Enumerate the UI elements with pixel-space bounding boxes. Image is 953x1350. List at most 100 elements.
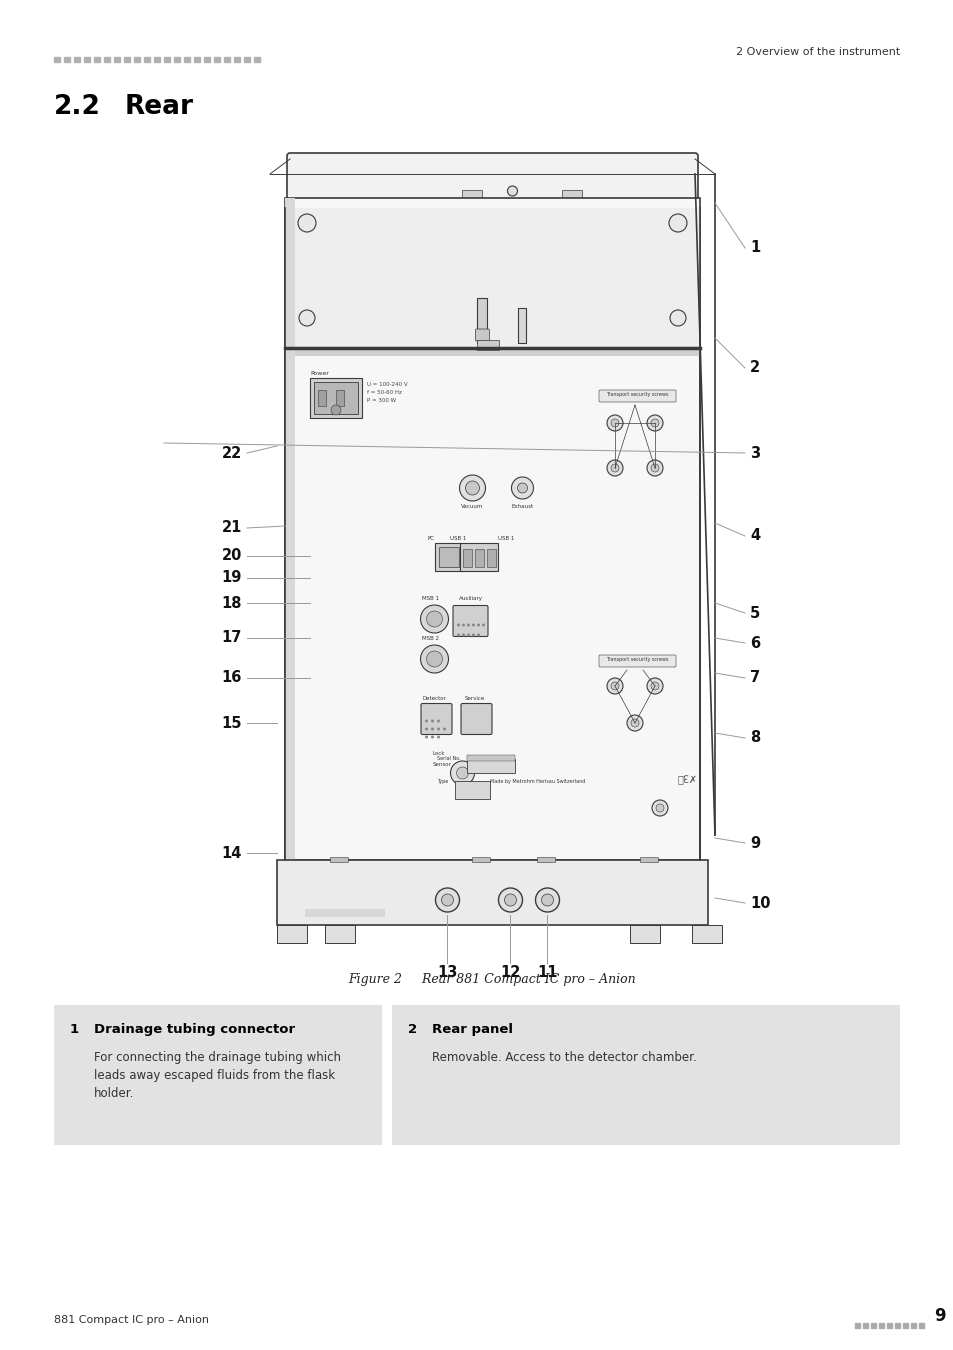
Bar xyxy=(153,57,160,62)
Circle shape xyxy=(606,678,622,694)
Bar xyxy=(902,1323,907,1328)
Bar xyxy=(330,857,348,863)
Circle shape xyxy=(436,720,439,722)
Text: 20: 20 xyxy=(221,548,242,563)
Bar xyxy=(84,57,90,62)
Text: For connecting the drainage tubing which
leads away escaped fluids from the flas: For connecting the drainage tubing which… xyxy=(94,1052,340,1100)
Circle shape xyxy=(626,716,642,730)
Text: 2 Overview of the instrument: 2 Overview of the instrument xyxy=(735,47,899,57)
Circle shape xyxy=(426,612,442,626)
Text: Vacuum: Vacuum xyxy=(461,504,483,509)
Circle shape xyxy=(481,624,484,626)
Circle shape xyxy=(646,678,662,694)
Circle shape xyxy=(461,624,464,626)
Bar xyxy=(691,925,721,944)
Circle shape xyxy=(420,605,448,633)
Circle shape xyxy=(420,645,448,674)
Circle shape xyxy=(606,414,622,431)
Bar xyxy=(94,57,100,62)
Bar xyxy=(305,909,385,917)
Bar xyxy=(54,57,60,62)
Circle shape xyxy=(442,728,446,730)
Bar xyxy=(204,57,210,62)
Text: Power: Power xyxy=(310,371,329,377)
Circle shape xyxy=(656,805,663,811)
Bar xyxy=(910,1323,915,1328)
Circle shape xyxy=(646,414,662,431)
Circle shape xyxy=(517,483,527,493)
Circle shape xyxy=(669,310,685,325)
Circle shape xyxy=(465,481,479,495)
Text: Drainage tubing connector: Drainage tubing connector xyxy=(94,1023,294,1035)
Bar xyxy=(285,348,700,356)
Bar xyxy=(113,57,120,62)
Circle shape xyxy=(650,682,659,690)
Circle shape xyxy=(297,215,315,232)
Circle shape xyxy=(431,736,434,738)
Circle shape xyxy=(435,888,459,913)
Bar xyxy=(276,860,707,925)
Text: Removable. Access to the detector chamber.: Removable. Access to the detector chambe… xyxy=(432,1052,696,1064)
Bar xyxy=(276,925,307,944)
Bar xyxy=(224,57,230,62)
Circle shape xyxy=(472,633,475,636)
Text: 11: 11 xyxy=(537,965,558,980)
Text: 9: 9 xyxy=(933,1307,945,1324)
Bar xyxy=(870,1323,875,1328)
FancyBboxPatch shape xyxy=(287,153,698,211)
Bar xyxy=(104,57,110,62)
Circle shape xyxy=(650,418,659,427)
Text: 7: 7 xyxy=(749,671,760,686)
Text: 2.2: 2.2 xyxy=(54,95,101,120)
Text: 2: 2 xyxy=(408,1023,416,1035)
Circle shape xyxy=(456,767,468,779)
Circle shape xyxy=(610,464,618,472)
Text: 9: 9 xyxy=(749,836,760,850)
Bar xyxy=(64,57,70,62)
Text: Lock: Lock xyxy=(432,751,444,756)
Text: Transport security screws: Transport security screws xyxy=(605,657,667,661)
Circle shape xyxy=(436,736,439,738)
Text: Detector: Detector xyxy=(422,697,446,701)
Circle shape xyxy=(668,215,686,232)
Text: Rear: Rear xyxy=(125,95,193,120)
Circle shape xyxy=(511,477,533,500)
Text: 1: 1 xyxy=(749,240,760,255)
Circle shape xyxy=(467,633,470,636)
FancyBboxPatch shape xyxy=(598,655,676,667)
Circle shape xyxy=(498,888,522,913)
Circle shape xyxy=(650,464,659,472)
Text: U = 100-240 V: U = 100-240 V xyxy=(367,382,407,387)
Bar xyxy=(144,57,150,62)
Bar xyxy=(467,759,515,774)
Bar xyxy=(285,198,294,860)
Bar xyxy=(518,308,526,343)
Bar xyxy=(285,198,700,860)
Circle shape xyxy=(472,624,475,626)
Bar xyxy=(460,543,498,571)
Circle shape xyxy=(467,624,470,626)
Circle shape xyxy=(431,728,434,730)
Text: 3: 3 xyxy=(749,446,760,460)
Bar xyxy=(562,190,582,198)
FancyBboxPatch shape xyxy=(598,390,676,402)
Text: 1: 1 xyxy=(70,1023,79,1035)
Text: 881 Compact IC pro – Anion: 881 Compact IC pro – Anion xyxy=(54,1315,209,1324)
Text: 4: 4 xyxy=(749,528,760,544)
Text: 18: 18 xyxy=(221,595,242,610)
Circle shape xyxy=(646,460,662,477)
Circle shape xyxy=(507,186,517,196)
Bar xyxy=(455,782,490,799)
Text: USB 1: USB 1 xyxy=(498,536,515,541)
Bar xyxy=(475,549,484,567)
Circle shape xyxy=(476,633,479,636)
Text: 10: 10 xyxy=(749,895,770,910)
FancyBboxPatch shape xyxy=(453,606,488,636)
Circle shape xyxy=(331,405,340,414)
Text: Auxiliary: Auxiliary xyxy=(458,595,482,601)
Circle shape xyxy=(456,624,459,626)
Text: 19: 19 xyxy=(221,571,242,586)
Circle shape xyxy=(630,720,639,728)
Text: Transport security screws: Transport security screws xyxy=(605,392,667,397)
Bar xyxy=(854,1323,859,1328)
